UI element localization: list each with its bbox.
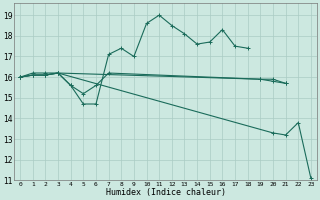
X-axis label: Humidex (Indice chaleur): Humidex (Indice chaleur) xyxy=(106,188,226,197)
